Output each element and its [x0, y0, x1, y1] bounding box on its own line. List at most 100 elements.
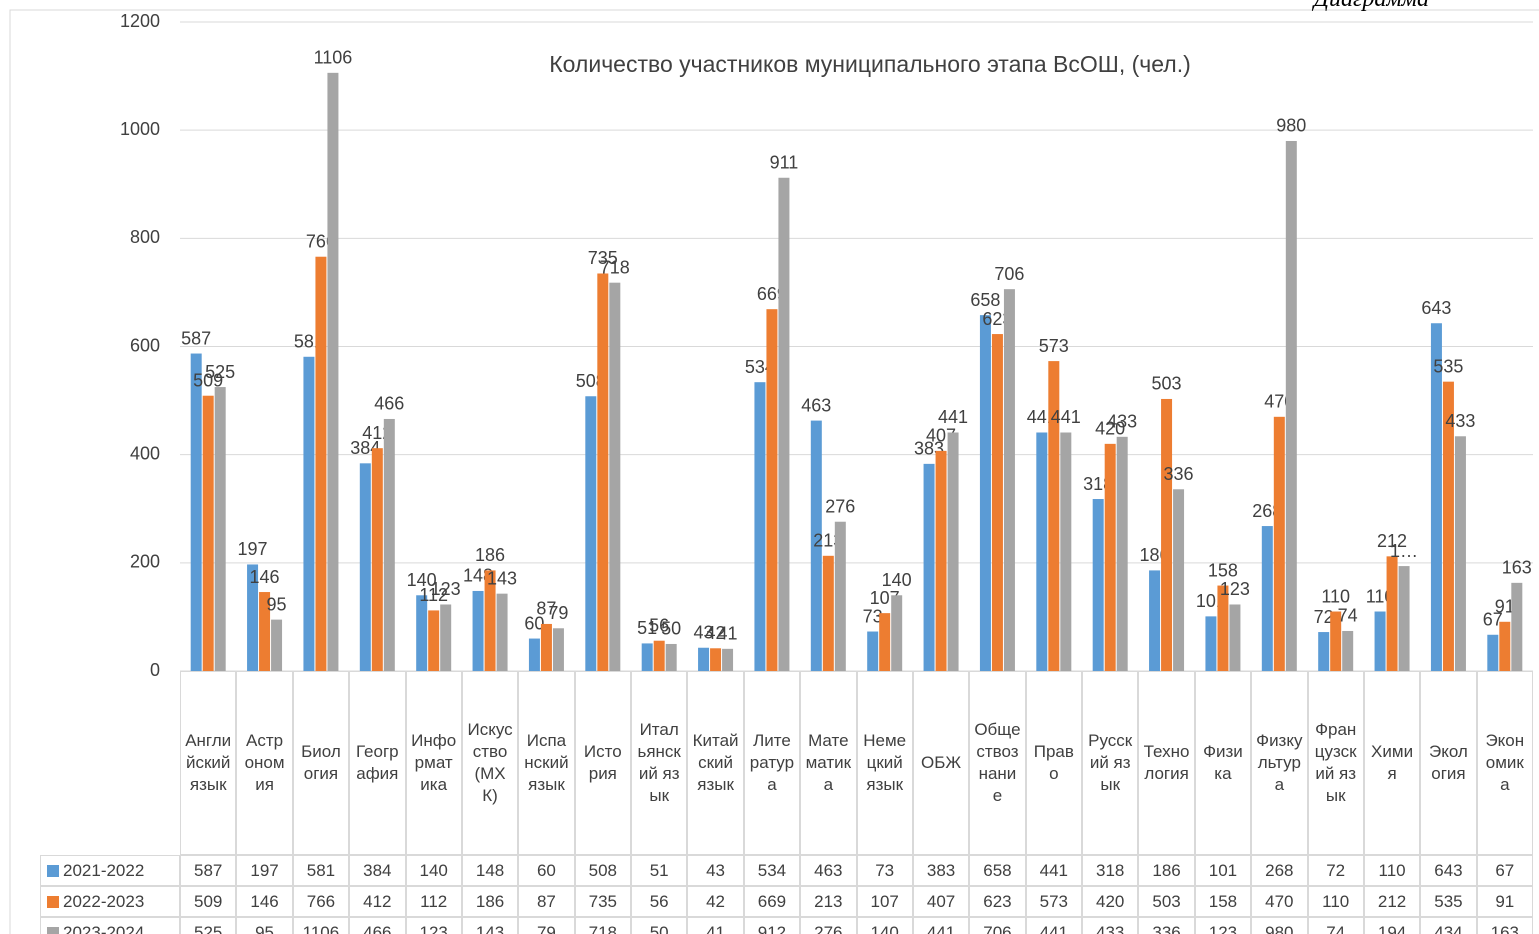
x-tick-label: Итальянский язык: [631, 671, 688, 855]
bar: [552, 628, 564, 671]
data-label: 110: [1321, 586, 1350, 606]
bar: [1442, 381, 1454, 671]
bar: [1229, 604, 1241, 671]
table-cell: 669: [743, 886, 801, 917]
table-cell: 74: [1307, 917, 1364, 934]
x-tick-label: Математика: [800, 671, 857, 855]
bar: [597, 273, 609, 671]
table-cell: 336: [1138, 917, 1195, 934]
data-label: 463: [801, 395, 831, 415]
bar: [202, 395, 214, 671]
table-cell: 466: [349, 917, 406, 934]
bar: [585, 396, 597, 671]
table-cell: 95: [236, 917, 293, 934]
bar: [371, 448, 383, 671]
data-label: 706: [994, 264, 1024, 284]
data-label: 123: [1220, 579, 1250, 599]
data-label: 573: [1039, 336, 1069, 356]
table-cell: 420: [1082, 886, 1139, 917]
x-tick-label: Искусство (МХК): [461, 671, 519, 855]
data-label: 911: [770, 153, 799, 173]
data-label: 158: [1208, 560, 1238, 580]
x-tick-label: География: [349, 671, 406, 855]
table-cell: 41: [687, 917, 744, 934]
data-label: 146: [250, 567, 280, 587]
table-cell: 186: [1138, 855, 1195, 886]
x-tick-label: Физкультура: [1251, 671, 1308, 855]
table-cell: 433: [1082, 917, 1139, 934]
bar: [834, 521, 846, 671]
table-cell: 441: [1025, 855, 1082, 886]
table-cell: 535: [1420, 886, 1477, 917]
table-cell: 148: [461, 855, 519, 886]
table-cell: 766: [292, 886, 350, 917]
table-cell: 73: [856, 855, 913, 886]
bar: [879, 613, 891, 671]
bar: [472, 590, 484, 671]
data-label: 56: [649, 615, 669, 635]
bar: [710, 648, 722, 671]
x-tick-label: Биология: [292, 671, 350, 855]
table-cell: 735: [574, 886, 631, 917]
data-label: 1106: [314, 48, 353, 68]
data-label: 79: [548, 603, 568, 623]
bar: [247, 564, 259, 671]
table-cell: 706: [969, 917, 1026, 934]
bar: [1048, 361, 1060, 671]
legend-entry: 2021-2022: [40, 855, 180, 886]
data-label: 433: [1445, 411, 1475, 431]
data-label: 420: [1095, 419, 1125, 439]
chart-border: [9, 9, 1539, 934]
data-label: 718: [600, 257, 630, 277]
data-label: 441: [938, 407, 968, 427]
bar: [1060, 432, 1072, 671]
bar: [1092, 499, 1104, 671]
bar: [935, 450, 947, 671]
x-tick-label: Испанский язык: [518, 671, 575, 855]
table-cell: 107: [856, 886, 913, 917]
data-label: 67: [1483, 610, 1503, 630]
bar: [1149, 570, 1161, 671]
data-label: 91: [1495, 597, 1515, 617]
table-cell: 123: [1194, 917, 1252, 934]
table-cell: 50: [631, 917, 688, 934]
y-tick-label: 1000: [120, 119, 160, 139]
data-label: 980: [1276, 116, 1306, 136]
table-cell: 91: [1476, 886, 1533, 917]
bar: [1318, 632, 1330, 671]
data-label: 535: [1433, 356, 1463, 376]
bar: [190, 353, 202, 671]
bar: [778, 177, 790, 671]
data-label: 143: [487, 568, 517, 588]
table-cell: 213: [800, 886, 857, 917]
x-tick-label: Право: [1025, 671, 1082, 855]
legend-entry: 2022-2023: [40, 886, 180, 917]
bar: [528, 638, 540, 671]
bar: [1430, 323, 1442, 671]
data-label: 95: [267, 594, 287, 614]
bar: [1487, 634, 1499, 671]
table-cell: 212: [1363, 886, 1421, 917]
x-tick-label: Английский язык: [180, 671, 237, 855]
data-label: 42: [706, 623, 726, 643]
table-cell: 110: [1363, 855, 1421, 886]
bar: [641, 643, 653, 671]
table-cell: 56: [631, 886, 688, 917]
table-cell: 51: [631, 855, 688, 886]
data-label: 72: [1314, 607, 1334, 627]
caption: Диаграмма: [1314, 0, 1429, 13]
data-label: 1…: [1390, 541, 1418, 561]
table-cell: 87: [518, 886, 575, 917]
y-tick-label: 600: [130, 335, 160, 355]
table-cell: 72: [1307, 855, 1364, 886]
bar: [1116, 436, 1128, 671]
table-cell: 912: [743, 917, 801, 934]
bar: [359, 463, 371, 671]
data-label: 87: [536, 599, 556, 619]
x-tick-label: Русский язык: [1082, 671, 1139, 855]
bar: [923, 463, 935, 671]
data-label: 503: [1152, 374, 1182, 394]
bar: [609, 282, 621, 671]
data-label: 50: [661, 619, 681, 639]
bar: [271, 619, 283, 671]
